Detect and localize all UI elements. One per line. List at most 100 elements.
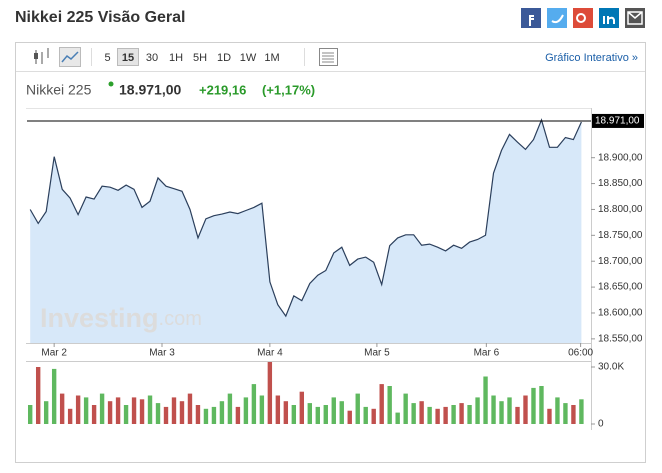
y-tick-label: 18.900,00 bbox=[598, 152, 643, 163]
volume-bar bbox=[379, 384, 384, 424]
y-tick-label: 18.750,00 bbox=[598, 230, 643, 241]
volume-bar bbox=[531, 387, 536, 424]
interval-button[interactable]: 1M bbox=[264, 52, 279, 64]
volume-bar bbox=[227, 393, 233, 424]
volume-bar bbox=[179, 401, 185, 424]
volume-bar bbox=[259, 395, 265, 424]
volume-bar bbox=[547, 408, 552, 424]
volume-bar bbox=[579, 399, 584, 424]
volume-bar bbox=[323, 405, 328, 424]
volume-bar bbox=[195, 405, 201, 424]
volume-bar bbox=[115, 397, 121, 424]
volume-bar bbox=[131, 397, 137, 424]
volume-bar bbox=[363, 406, 368, 424]
volume-bar bbox=[411, 403, 416, 424]
volume-bar bbox=[539, 386, 544, 424]
up-indicator bbox=[108, 81, 114, 87]
volume-bar bbox=[123, 405, 129, 424]
y-tick-label: 30.0K bbox=[598, 362, 624, 373]
volume-bar bbox=[59, 393, 65, 424]
last-price-box bbox=[592, 113, 644, 128]
y-tick-label: 0 bbox=[598, 419, 604, 430]
volume-bar bbox=[387, 386, 392, 424]
watermark: Investing.com bbox=[40, 303, 202, 333]
volume-bar bbox=[187, 393, 193, 424]
volume-bar bbox=[43, 401, 49, 424]
googleplus-icon[interactable] bbox=[573, 8, 593, 28]
volume-bar bbox=[403, 393, 408, 424]
volume-bar bbox=[27, 405, 33, 424]
volume-bar bbox=[163, 406, 169, 424]
volume-bar bbox=[107, 401, 113, 424]
interval-button[interactable]: 5H bbox=[193, 52, 207, 64]
change-percent: (+1,17%) bbox=[262, 82, 315, 97]
x-tick-label: Mar 2 bbox=[41, 348, 67, 359]
volume-bar bbox=[267, 362, 273, 424]
volume-bar bbox=[155, 403, 161, 424]
volume-bar bbox=[275, 395, 281, 424]
volume-bar bbox=[483, 376, 488, 424]
volume-bar bbox=[35, 367, 41, 424]
volume-bar bbox=[475, 397, 480, 424]
icon-glyph bbox=[551, 14, 564, 24]
volume-bar bbox=[435, 408, 440, 424]
y-tick-label: 18.800,00 bbox=[598, 204, 643, 215]
interval-button[interactable]: 30 bbox=[146, 52, 158, 64]
table-icon-lines bbox=[322, 52, 334, 63]
volume-bar bbox=[219, 401, 225, 424]
volume-bar bbox=[419, 401, 424, 424]
volume-bar bbox=[51, 368, 57, 424]
icon-glyph bbox=[627, 11, 643, 25]
interval-button[interactable]: 5 bbox=[104, 52, 110, 64]
x-tick-label: Mar 4 bbox=[257, 348, 283, 359]
volume-bar bbox=[171, 397, 177, 424]
area-fill bbox=[30, 119, 582, 344]
volume-bar bbox=[331, 397, 336, 424]
volume-bar bbox=[427, 406, 432, 424]
icon-glyph bbox=[529, 15, 534, 26]
volume-bar bbox=[91, 405, 97, 424]
interval-button[interactable]: 1W bbox=[240, 52, 257, 64]
x-tick-label: Mar 5 bbox=[364, 348, 390, 359]
volume-bar bbox=[235, 406, 241, 424]
volume-bar bbox=[395, 412, 400, 424]
volume-bar bbox=[571, 405, 576, 424]
volume-bar bbox=[203, 408, 209, 424]
instrument-name: Nikkei 225 bbox=[26, 82, 92, 98]
price-line bbox=[29, 118, 582, 318]
x-tick-label: Mar 6 bbox=[474, 348, 500, 359]
y-tick-label: 18.650,00 bbox=[598, 282, 643, 293]
interval-button[interactable]: 1H bbox=[169, 52, 183, 64]
interactive-chart-link[interactable]: Gráfico Interativo » bbox=[545, 52, 638, 64]
volume-bar bbox=[467, 405, 472, 424]
volume-bar bbox=[83, 397, 89, 424]
twitter-icon[interactable] bbox=[547, 8, 567, 28]
volume-bar bbox=[523, 395, 528, 424]
volume-bar bbox=[339, 401, 344, 424]
volume-bar bbox=[67, 408, 73, 424]
interval-button[interactable]: 1D bbox=[217, 52, 231, 64]
volume-bar bbox=[515, 406, 520, 424]
y-tick-label: 18.850,00 bbox=[598, 178, 643, 189]
volume-bar bbox=[459, 403, 464, 424]
interval-button[interactable]: 15 bbox=[122, 52, 134, 64]
watermark-brand: Investing bbox=[40, 303, 159, 333]
volume-bar bbox=[563, 403, 568, 424]
volume-bar bbox=[307, 403, 312, 424]
volume-bar bbox=[347, 410, 352, 424]
y-tick-label: 18.550,00 bbox=[598, 333, 643, 344]
x-tick-label: Mar 3 bbox=[149, 348, 175, 359]
volume-bar bbox=[251, 384, 257, 424]
interval-selected-bg bbox=[117, 48, 139, 66]
line-icon-button[interactable] bbox=[59, 47, 81, 67]
change: +219,16 bbox=[199, 82, 246, 97]
volume-bar bbox=[491, 395, 496, 424]
volume-bar bbox=[147, 395, 153, 424]
watermark-suffix: .com bbox=[159, 308, 202, 330]
last-price-label: 18.971,00 bbox=[595, 116, 640, 127]
table-icon[interactable] bbox=[319, 48, 338, 66]
volume-bar bbox=[283, 401, 289, 424]
line-icon bbox=[61, 51, 79, 63]
volume-bar bbox=[315, 406, 320, 424]
page-title: Nikkei 225 Visão Geral bbox=[15, 9, 185, 26]
